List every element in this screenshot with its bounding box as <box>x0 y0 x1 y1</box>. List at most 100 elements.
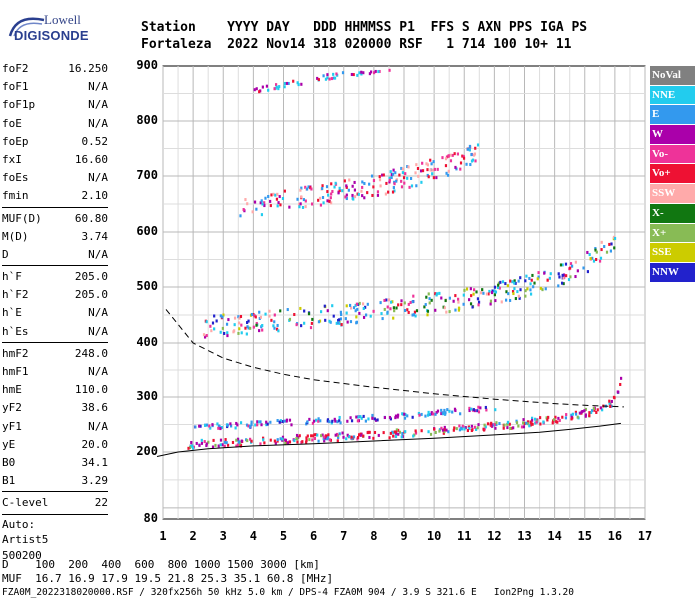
echo-point <box>424 303 427 307</box>
echo-point <box>237 331 240 335</box>
echo-point <box>349 320 353 324</box>
echo-point <box>489 299 493 303</box>
echo-point <box>473 288 476 292</box>
echo-point <box>305 440 308 444</box>
echo-point <box>337 321 340 325</box>
echo-point <box>337 191 340 195</box>
echo-point <box>482 427 485 431</box>
echo-point <box>411 415 414 419</box>
echo-point <box>357 302 360 306</box>
echo-point <box>332 314 335 318</box>
echo-point <box>290 423 293 427</box>
echo-point <box>349 416 352 420</box>
echo-point <box>511 280 514 284</box>
echo-point <box>530 416 534 420</box>
echo-point <box>400 299 403 303</box>
scaled-parameters-panel: foF2 16.250 foF1 N/A foF1p N/A foE N/A foEp 0.52 f… <box>2 60 108 563</box>
echo-point <box>470 407 473 411</box>
echo-point <box>401 167 405 171</box>
echo-point <box>284 438 287 442</box>
echo-point <box>311 438 314 442</box>
echo-point <box>319 203 323 207</box>
echo-point <box>514 297 517 301</box>
echo-point <box>273 313 276 317</box>
legend-item-w: W <box>650 125 695 145</box>
echo-point <box>477 410 481 414</box>
echo-point <box>334 181 337 185</box>
echo-point <box>238 327 241 331</box>
param-value: 3.29 <box>81 474 109 488</box>
param-row: foF2 16.250 <box>2 60 108 78</box>
echo-point <box>507 292 510 296</box>
echo-point <box>434 308 437 312</box>
echo-point <box>211 423 214 427</box>
echo-point <box>351 193 354 197</box>
echo-point <box>613 236 617 240</box>
echo-point <box>279 203 282 207</box>
echo-point <box>283 85 286 89</box>
echo-point <box>200 438 203 442</box>
echo-point <box>561 273 564 277</box>
echo-point <box>434 292 437 296</box>
echo-point <box>361 194 364 198</box>
echo-point <box>415 184 418 188</box>
echo-point <box>326 73 329 77</box>
echo-point <box>476 409 479 413</box>
echo-point <box>420 429 423 433</box>
echo-point <box>328 199 331 203</box>
echo-point <box>393 182 396 186</box>
param-name: h`F2 <box>2 288 29 302</box>
echo-point <box>379 301 382 305</box>
echo-point <box>310 187 313 191</box>
echo-point <box>321 187 324 191</box>
echo-point <box>509 279 512 283</box>
echo-point <box>324 436 327 440</box>
echo-point <box>209 324 212 328</box>
echo-point <box>237 315 240 319</box>
echo-point <box>392 431 395 435</box>
echo-point <box>420 180 423 184</box>
param-value: N/A <box>88 419 108 433</box>
echo-point <box>529 292 533 296</box>
echo-point <box>493 289 496 293</box>
echo-point <box>249 437 252 441</box>
echo-point <box>474 427 478 431</box>
echo-point <box>413 310 417 314</box>
echo-point <box>571 412 574 416</box>
echo-point <box>263 201 266 205</box>
echo-point <box>336 439 339 443</box>
echo-point <box>278 420 281 424</box>
echo-point <box>491 423 494 427</box>
echo-point <box>300 186 303 190</box>
param-value: N/A <box>88 365 108 378</box>
echo-point <box>203 440 206 444</box>
echo-point <box>279 309 282 313</box>
echo-point <box>608 399 611 403</box>
echo-point <box>321 184 324 188</box>
echo-point <box>195 441 198 445</box>
echo-point <box>503 423 506 427</box>
echo-point <box>273 439 276 443</box>
echo-point <box>519 276 522 280</box>
profile-curve <box>156 422 621 457</box>
param-divider <box>2 265 108 267</box>
param-value: 16.60 <box>74 152 108 166</box>
echo-point <box>556 420 559 424</box>
x-tick-label: 8 <box>370 529 378 543</box>
echo-point <box>443 428 446 432</box>
param-divider <box>2 491 108 493</box>
echo-point <box>517 279 520 283</box>
echo-point <box>605 250 609 254</box>
echo-point <box>400 166 403 170</box>
echo-point <box>421 169 425 173</box>
echo-point <box>209 426 212 430</box>
echo-point <box>532 285 535 289</box>
echo-point <box>401 412 404 416</box>
echo-point <box>352 306 356 310</box>
echo-point <box>255 323 258 327</box>
echo-point <box>460 426 463 430</box>
echo-point <box>341 71 345 75</box>
echo-point <box>371 416 374 420</box>
param-name: foF2 <box>2 62 29 75</box>
echo-point <box>386 310 389 314</box>
